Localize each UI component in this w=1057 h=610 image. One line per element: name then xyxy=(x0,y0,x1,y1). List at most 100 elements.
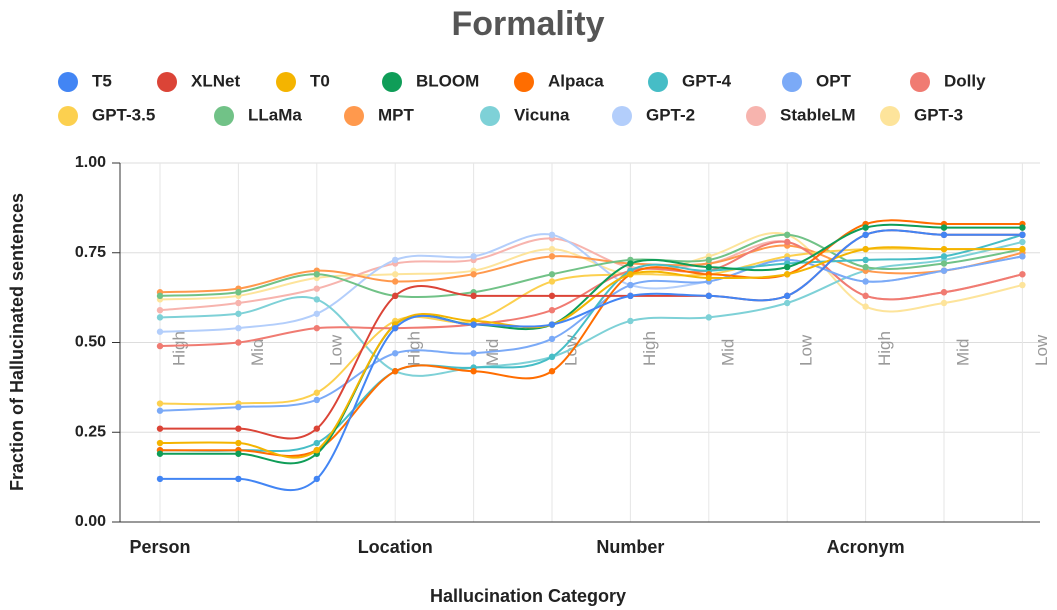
legend-label: GPT-2 xyxy=(646,105,695,124)
data-point xyxy=(313,324,320,332)
category-label: High xyxy=(169,331,188,366)
legend-label: Vicuna xyxy=(514,105,570,124)
data-point xyxy=(548,353,556,361)
legend-swatch xyxy=(480,106,500,126)
legend-swatch xyxy=(746,106,766,126)
category-label: High xyxy=(875,331,894,366)
data-point xyxy=(548,245,556,253)
data-point xyxy=(548,321,556,328)
legend-label: GPT-4 xyxy=(682,71,732,90)
data-point xyxy=(940,231,948,238)
data-point xyxy=(235,475,242,483)
data-point xyxy=(156,425,164,432)
data-point xyxy=(548,271,556,278)
data-point xyxy=(784,238,791,246)
data-point xyxy=(313,285,320,292)
data-point xyxy=(940,253,948,260)
data-point xyxy=(156,328,164,335)
legend-label: T0 xyxy=(310,71,330,90)
legend-swatch xyxy=(382,72,402,92)
legend-swatch xyxy=(910,72,930,92)
data-point xyxy=(548,335,556,343)
data-point xyxy=(548,368,556,375)
category-label: Low xyxy=(1032,334,1051,366)
data-point xyxy=(392,368,399,375)
data-point xyxy=(940,289,948,296)
category-label: Low xyxy=(326,334,345,366)
data-point xyxy=(156,407,164,414)
data-point xyxy=(784,231,791,238)
group-label: Person xyxy=(129,537,190,557)
legend-label: GPT-3 xyxy=(914,105,963,124)
data-point xyxy=(235,289,242,296)
data-point xyxy=(548,231,556,238)
legend-swatch xyxy=(58,72,78,92)
category-label: Mid xyxy=(248,339,267,366)
legend-label: Dolly xyxy=(944,71,986,90)
data-point xyxy=(470,292,477,300)
legend-label: GPT-3.5 xyxy=(92,105,155,124)
data-point xyxy=(235,324,242,332)
data-point xyxy=(784,292,791,300)
y-tick-label: 0.75 xyxy=(75,244,106,261)
legend-label: Alpaca xyxy=(548,71,604,90)
data-point xyxy=(548,253,556,260)
data-point xyxy=(862,278,869,285)
data-point xyxy=(862,224,869,231)
data-point xyxy=(705,256,712,264)
data-point xyxy=(548,278,556,285)
data-point xyxy=(862,245,869,253)
legend-swatch xyxy=(648,72,668,92)
data-point xyxy=(862,292,869,300)
data-point xyxy=(235,439,242,447)
data-point xyxy=(235,403,242,411)
legend-label: MPT xyxy=(378,105,415,124)
data-point xyxy=(392,324,399,332)
data-point xyxy=(313,310,320,317)
data-point xyxy=(313,296,320,303)
data-point xyxy=(627,317,634,325)
category-label: Mid xyxy=(718,339,737,366)
data-point xyxy=(235,450,242,457)
data-point xyxy=(705,314,712,321)
data-point xyxy=(470,321,477,328)
data-point xyxy=(313,389,320,396)
data-point xyxy=(392,350,399,357)
group-label: Number xyxy=(596,537,664,557)
legend-label: T5 xyxy=(92,71,112,90)
data-point xyxy=(705,263,712,271)
data-point xyxy=(784,263,791,271)
y-axis-title: Fraction of Hallucinated sentences xyxy=(7,193,27,491)
data-point xyxy=(1019,253,1026,260)
data-point xyxy=(940,245,948,253)
data-point xyxy=(235,425,242,432)
legend-label: StableLM xyxy=(780,105,856,124)
data-point xyxy=(784,299,791,307)
data-point xyxy=(156,342,164,350)
data-point xyxy=(627,260,634,267)
x-axis-title: Hallucination Category xyxy=(430,586,626,606)
data-point xyxy=(156,400,164,407)
legend-swatch xyxy=(612,106,632,126)
data-point xyxy=(940,299,948,307)
category-label: Low xyxy=(797,334,816,366)
data-point xyxy=(470,253,477,260)
data-point xyxy=(392,292,399,300)
legend-label: BLOOM xyxy=(416,71,479,90)
group-label: Location xyxy=(358,537,433,557)
data-point xyxy=(313,271,320,278)
legend-swatch xyxy=(58,106,78,126)
data-point xyxy=(470,350,477,357)
legend-swatch xyxy=(157,72,177,92)
category-label: High xyxy=(640,331,659,366)
series-line xyxy=(159,247,1023,406)
y-tick-label: 0.00 xyxy=(75,513,106,530)
data-point xyxy=(156,306,164,314)
data-point xyxy=(862,231,869,238)
legend-label: XLNet xyxy=(191,71,240,90)
series-line xyxy=(159,232,1023,313)
data-point xyxy=(313,439,320,447)
data-point xyxy=(156,450,164,457)
data-point xyxy=(940,224,948,231)
